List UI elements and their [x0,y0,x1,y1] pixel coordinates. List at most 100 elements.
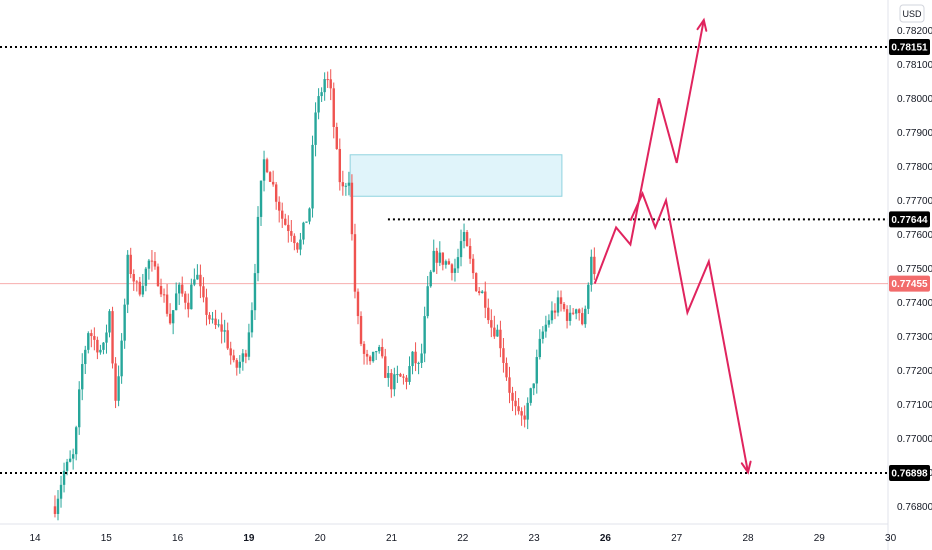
candle [584,305,587,328]
candle [171,310,175,335]
candle [81,353,84,401]
candle [302,221,305,245]
y-tick-label: 0.78100 [897,60,932,71]
candle [347,171,351,196]
candle [214,309,217,329]
candle [490,309,493,338]
candle [114,357,117,409]
y-tick-label: 0.77000 [897,434,932,445]
y-tick-label: 0.77500 [897,264,932,275]
candle [165,284,169,317]
candle [465,229,469,247]
candle [544,315,548,338]
candle [129,247,132,279]
time-axis[interactable]: 14 15 16 19 20 21 22 23 26 27 28 29 30 [29,533,896,544]
forecast-up-arrowhead [696,17,708,32]
level-badge-2[interactable]: 0.76898 [889,465,930,481]
candle [453,258,457,282]
candle [356,288,360,325]
y-tick-label: 0.77300 [897,332,932,343]
candle [423,306,426,363]
y-tick-label: 0.77800 [897,162,932,173]
candle [314,102,317,157]
candle [405,375,408,390]
candle [156,263,160,287]
candle [408,356,411,385]
candle [250,302,254,338]
candle [235,358,238,376]
candle [87,331,90,354]
candle [568,305,572,326]
candle [387,365,390,387]
level-badge-1-text: 0.77644 [891,215,928,226]
candles [53,69,596,521]
candle [529,387,532,406]
candle [96,336,99,360]
candle [562,301,566,312]
candle [359,311,363,347]
currency-label: USD [902,9,922,19]
candle [329,69,332,101]
currency-badge[interactable]: USD [899,4,925,23]
candle [471,254,475,279]
x-tick-label: 29 [814,533,826,544]
candle [505,357,508,381]
y-tick-label: 0.78000 [897,94,932,105]
candle [326,71,329,88]
candle [587,282,590,315]
candle [205,288,208,326]
candle [502,338,505,373]
candle [241,349,245,371]
candle [581,307,584,326]
forecast-up-path[interactable] [593,19,705,284]
candle [144,266,148,292]
candle [162,288,166,303]
price-axis[interactable]: 0.768000.769000.770000.771000.772000.773… [897,26,932,513]
candle [459,229,463,267]
candle [65,458,69,476]
candle [71,448,75,470]
candle [438,241,442,267]
candle [217,319,220,328]
candle [477,287,481,296]
x-tick-label: 14 [29,533,41,544]
supply-zone[interactable] [349,154,563,197]
level-badge-2-text: 0.76898 [891,469,928,480]
candle [287,215,290,243]
candle [265,157,269,174]
currency-badge-box [899,4,925,23]
candle [208,312,211,325]
candle [223,319,226,343]
candle [102,341,105,355]
current-price-badge-text: 0.77455 [891,279,928,290]
candle [350,174,354,241]
candle [538,329,542,360]
x-tick-label: 21 [386,533,398,544]
level-badge-0-text: 0.78151 [891,43,928,54]
x-tick-label: 30 [885,533,897,544]
candle [184,291,187,310]
forecast-down-path[interactable] [629,190,749,473]
candle [547,314,551,328]
level-badge-0[interactable]: 0.78151 [889,39,930,55]
candle [290,220,293,242]
candle [487,298,490,324]
y-tick-label: 0.77700 [897,196,932,207]
candle [53,495,57,518]
candle [105,324,108,354]
candle [444,259,448,269]
candle [577,308,581,321]
candle [320,87,323,102]
candle [411,351,414,375]
candle [553,303,557,320]
level-badge-1[interactable]: 0.77644 [889,211,930,228]
current-price-badge[interactable]: 0.77455 [889,275,930,292]
candle [196,264,199,280]
candle [353,223,357,299]
candle [308,207,311,225]
x-tick-label: 28 [742,533,754,544]
candle [193,268,196,287]
candle [268,171,272,183]
candle [311,135,314,218]
